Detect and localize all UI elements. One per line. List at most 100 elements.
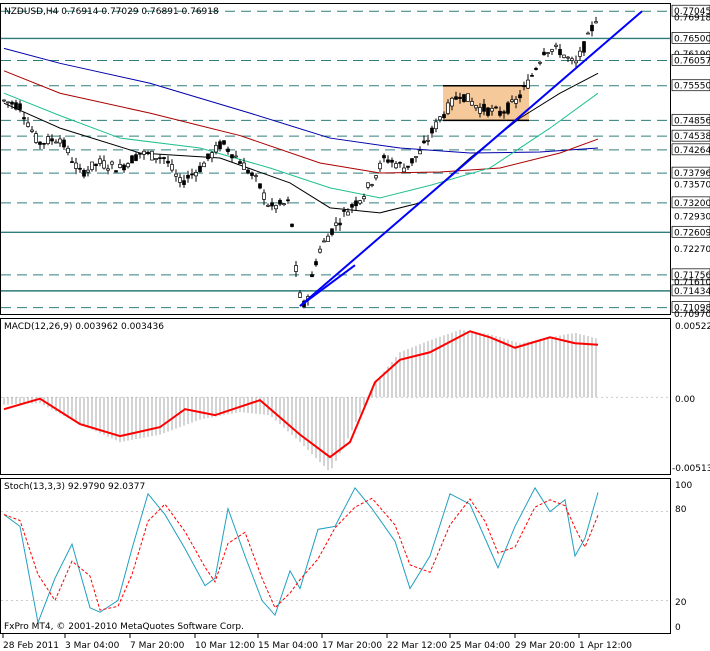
candle-body [114, 170, 118, 173]
candle-body [86, 169, 90, 173]
candle-body [202, 162, 206, 168]
candle-body [338, 222, 342, 226]
price-label-box [671, 54, 710, 66]
ma-red [3, 70, 599, 174]
candle-body [538, 61, 542, 64]
time-axis-label: 17 Mar 20:00 [322, 641, 382, 651]
stoch-main-line [3, 486, 599, 625]
candle-body [382, 155, 386, 159]
candle-body [462, 94, 466, 102]
price-label-box [671, 268, 710, 281]
time-axis-label: 29 Mar 20:00 [515, 641, 575, 651]
footer-copyright: FxPro MT4, © 2001-2010 MetaQuotes Softwa… [4, 622, 244, 632]
price-axis-label: 0.74856 [674, 116, 710, 126]
candle-body [314, 261, 318, 266]
candle-body [258, 183, 262, 189]
candle-body [422, 140, 426, 144]
price-axis-label: 0.76918 [674, 14, 710, 24]
candle-body [186, 174, 190, 179]
candle-body [398, 162, 402, 164]
macd-signal-line [3, 330, 599, 459]
candle-body [142, 150, 146, 155]
macd-tick-bottom: -0.00513 [672, 464, 710, 474]
candle-body [270, 202, 274, 207]
candle-body [274, 205, 278, 210]
candle-body [458, 96, 462, 99]
price-axis-label: 0.71756 [674, 271, 710, 281]
candle-body [194, 172, 198, 177]
stoch-signal-line [3, 497, 599, 611]
candle-body [170, 164, 174, 171]
candle-body [126, 163, 130, 168]
candle-body [594, 21, 598, 24]
candle-body [570, 58, 574, 61]
price-axis-label: 0.77045 [674, 7, 710, 17]
time-axis-label: 28 Feb 2011 [3, 641, 59, 651]
candle-body [406, 165, 410, 168]
stoch-tick-80: 80 [675, 505, 687, 515]
candle-body [330, 228, 334, 235]
candle-body [18, 103, 22, 110]
candle-body [386, 159, 390, 163]
candle-body [498, 110, 502, 116]
stoch-title: Stoch(13,3,3) 92.9790 92.0377 [4, 482, 145, 492]
candle-body [526, 79, 530, 89]
candle-body [150, 150, 154, 161]
candle-body [326, 235, 330, 242]
candle-body [522, 85, 526, 88]
candle-body [402, 167, 406, 173]
candle-body [250, 172, 254, 176]
macd-panel-frame [0, 318, 671, 475]
candle-body [134, 154, 138, 161]
candle-body [418, 150, 422, 155]
stoch-tick-0: 0 [675, 623, 681, 633]
candle-body [562, 54, 566, 58]
candle-body [530, 75, 534, 77]
price-label-box [671, 166, 710, 179]
candle-body [414, 156, 418, 158]
candle-body [446, 102, 450, 114]
price-label-box [671, 129, 710, 142]
price-axis-label: 0.72609 [674, 228, 710, 238]
macd-indicator [1, 329, 670, 471]
candle-body [278, 199, 282, 205]
candle-body [146, 151, 150, 154]
price-axis-label: 0.71610 [674, 278, 710, 288]
candle-body [210, 152, 214, 159]
price-axis-label: 0.71434 [674, 287, 710, 297]
candle-body [62, 139, 66, 148]
candle-body [106, 168, 110, 171]
symbol-title: NZDUSD,H4 0.76914 0.77029 0.76891 0.7691… [4, 7, 219, 17]
candle-body [182, 180, 186, 185]
candle-body [34, 133, 38, 143]
candle-body [54, 141, 58, 144]
candle-body [426, 139, 430, 142]
candle-body [534, 68, 538, 70]
candle-body [318, 248, 322, 253]
candle-body [102, 160, 106, 169]
candle-body [342, 209, 346, 212]
candle-body [178, 177, 182, 183]
price-axis-label: 0.72270 [674, 245, 710, 255]
candle-body [394, 163, 398, 169]
candle-body [30, 129, 34, 132]
candle-body [438, 116, 442, 121]
macd-tick-top: 0.00522 [675, 322, 710, 332]
candle-body [310, 274, 314, 278]
candle-body [10, 101, 14, 105]
candle-body [230, 154, 234, 159]
candle-body [78, 167, 82, 170]
candle-body [82, 170, 86, 177]
price-label-box [671, 113, 710, 126]
price-axis-label: 0.74538 [674, 132, 710, 142]
candle-body [266, 204, 270, 207]
ma-black [3, 72, 599, 214]
price-axis-label: 0.73570 [674, 180, 710, 190]
candle-body [242, 162, 246, 170]
candle-body [42, 142, 46, 145]
price-axis-label: 0.73200 [674, 199, 710, 209]
macd-tick-zero: 0.00 [675, 395, 695, 405]
candle-body [466, 93, 470, 102]
price-label-box [671, 284, 710, 297]
price-label-box [671, 79, 710, 92]
